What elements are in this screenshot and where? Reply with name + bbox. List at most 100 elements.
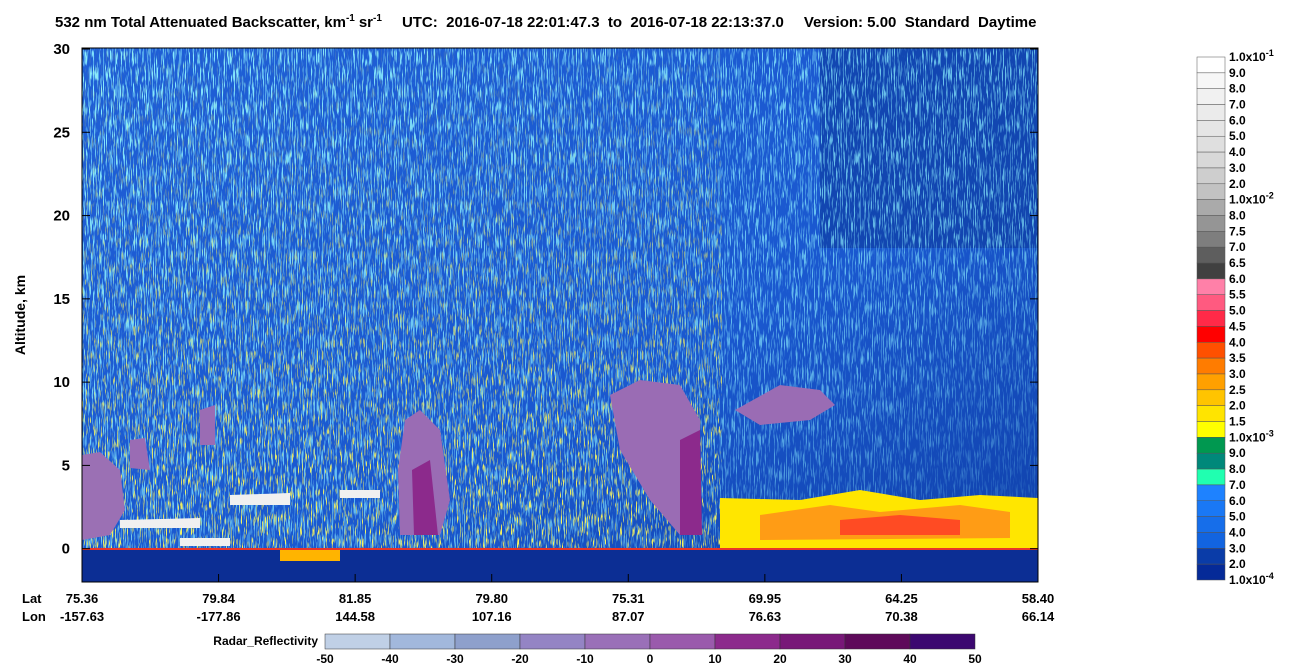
backscatter-image <box>82 48 1038 582</box>
radar-colorbar-swatch <box>649 633 716 650</box>
colorbar-swatch <box>1196 294 1226 311</box>
x-tick-label: 79.84 <box>202 591 235 606</box>
colorbar-label: 3.0 <box>1229 367 1246 381</box>
colorbar-label: 9.0 <box>1229 66 1246 80</box>
radar-tick-label: 0 <box>647 652 654 666</box>
colorbar-label: 3.0 <box>1229 161 1246 175</box>
colorbar-swatch <box>1196 373 1226 391</box>
colorbar-swatch <box>1196 262 1226 280</box>
radar-colorbar-swatch <box>844 633 911 650</box>
colorbar-label: 6.5 <box>1229 256 1246 270</box>
colorbar-label-base: 1.0x10 <box>1229 50 1266 64</box>
colorbar-label: 2.0 <box>1229 177 1246 191</box>
x-tick-label: 75.31 <box>612 591 645 606</box>
colorbar-label: 3.5 <box>1229 351 1246 365</box>
colorbar-label-exp: -1 <box>1266 48 1274 58</box>
title-part: 532 nm Total Attenuated Backscatter, km <box>55 14 346 31</box>
colorbar-swatch <box>1196 135 1226 153</box>
title-part: -1 <box>346 13 355 24</box>
colorbar-label: 2.0 <box>1229 399 1246 413</box>
colorbar-label: 5.0 <box>1229 304 1246 318</box>
radar-colorbar-swatch <box>389 633 456 650</box>
colorbar-label: 5.5 <box>1229 288 1246 302</box>
colorbar-label: 5.0 <box>1229 510 1246 524</box>
colorbar-label: 9.0 <box>1229 446 1246 460</box>
radar-tick-label: -10 <box>576 652 594 666</box>
x-tick-label: 79.80 <box>475 591 508 606</box>
plot-frame <box>81 47 1039 583</box>
colorbar-swatch <box>1196 342 1226 359</box>
colorbar-swatch <box>1196 389 1226 406</box>
colorbar-label: 8.0 <box>1229 208 1246 222</box>
colorbar-swatch <box>1196 500 1226 517</box>
colorbar-label: 7.0 <box>1229 98 1246 112</box>
colorbar-label-base: 1.0x10 <box>1229 573 1266 587</box>
y-tick-label: 20 <box>53 208 70 225</box>
colorbar-swatch <box>1196 120 1226 137</box>
radar-tick-label: -50 <box>316 652 334 666</box>
colorbar-swatch <box>1196 563 1226 581</box>
colorbar-swatch <box>1196 357 1226 375</box>
colorbar-label-exp: -3 <box>1266 428 1274 438</box>
colorbar-label: 1.0x10-3 <box>1229 428 1274 444</box>
colorbar-label: 7.5 <box>1229 224 1246 238</box>
radar-tick-label: 50 <box>968 652 982 666</box>
colorbar-label: 2.5 <box>1229 383 1246 397</box>
colorbar-swatch <box>1196 72 1226 89</box>
colorbar-swatch <box>1196 246 1226 264</box>
colorbar-swatch <box>1196 468 1226 486</box>
colorbar-swatch <box>1196 104 1226 121</box>
colorbar-swatch <box>1196 151 1226 169</box>
radar-colorbar-swatch <box>324 633 391 650</box>
colorbar-label: 4.5 <box>1229 319 1246 333</box>
colorbar-label-exp: -4 <box>1266 571 1274 581</box>
colorbar-swatch <box>1196 183 1226 200</box>
colorbar-swatch <box>1196 516 1226 533</box>
x-row-name: Lat <box>22 591 42 606</box>
radar-colorbar-title: Radar_Reflectivity <box>213 634 318 648</box>
x-tick-label: -157.63 <box>60 609 104 624</box>
colorbar-label: 7.0 <box>1229 478 1246 492</box>
x-tick-label: 70.38 <box>885 609 918 624</box>
title-part: -1 <box>373 13 382 24</box>
y-tick-label: 15 <box>53 291 70 308</box>
x-tick-label: 76.63 <box>749 609 782 624</box>
y-tick-label: 0 <box>62 541 70 558</box>
x-tick-label: 69.95 <box>749 591 782 606</box>
colorbar-label: 3.0 <box>1229 541 1246 555</box>
radar-tick-label: 40 <box>903 652 917 666</box>
radar-tick-label: -40 <box>381 652 399 666</box>
colorbar-swatch <box>1196 421 1226 438</box>
colorbar-swatch <box>1196 310 1226 327</box>
colorbar-label: 4.0 <box>1229 525 1246 539</box>
x-tick-label: 81.85 <box>339 591 372 606</box>
radar-tick-label: -30 <box>446 652 464 666</box>
colorbar-swatch <box>1196 167 1226 185</box>
colorbar-label: 8.0 <box>1229 462 1246 476</box>
x-tick-label: 66.14 <box>1022 609 1055 624</box>
colorbar-swatch <box>1196 56 1226 74</box>
chart-title: 532 nm Total Attenuated Backscatter, km-… <box>55 13 1036 31</box>
x-tick-label: 75.36 <box>66 591 99 606</box>
title-part: sr <box>359 14 373 31</box>
colorbar-swatch <box>1196 484 1226 502</box>
title-part: UTC: 2016-07-18 22:01:47.3 to 2016-07-18… <box>402 14 784 31</box>
x-row-name: Lon <box>22 609 46 624</box>
colorbar-label-exp: -2 <box>1266 191 1274 201</box>
radar-tick-label: 30 <box>838 652 852 666</box>
colorbar-swatch <box>1196 88 1226 105</box>
title-part: Version: 5.00 Standard Daytime <box>804 14 1037 31</box>
colorbar-label: 6.0 <box>1229 113 1246 127</box>
radar-colorbar-swatch <box>779 633 846 650</box>
colorbar-label: 6.0 <box>1229 272 1246 286</box>
colorbar-swatch <box>1196 437 1226 454</box>
x-tick-label: 144.58 <box>335 609 375 624</box>
colorbar-label: 7.0 <box>1229 240 1246 254</box>
colorbar-swatch <box>1196 199 1226 216</box>
y-axis-label: Altitude, km <box>12 275 28 355</box>
x-tick-label: 107.16 <box>472 609 512 624</box>
radar-colorbar-swatch <box>909 633 976 650</box>
colorbar-label: 2.0 <box>1229 557 1246 571</box>
radar-tick-label: 10 <box>708 652 722 666</box>
